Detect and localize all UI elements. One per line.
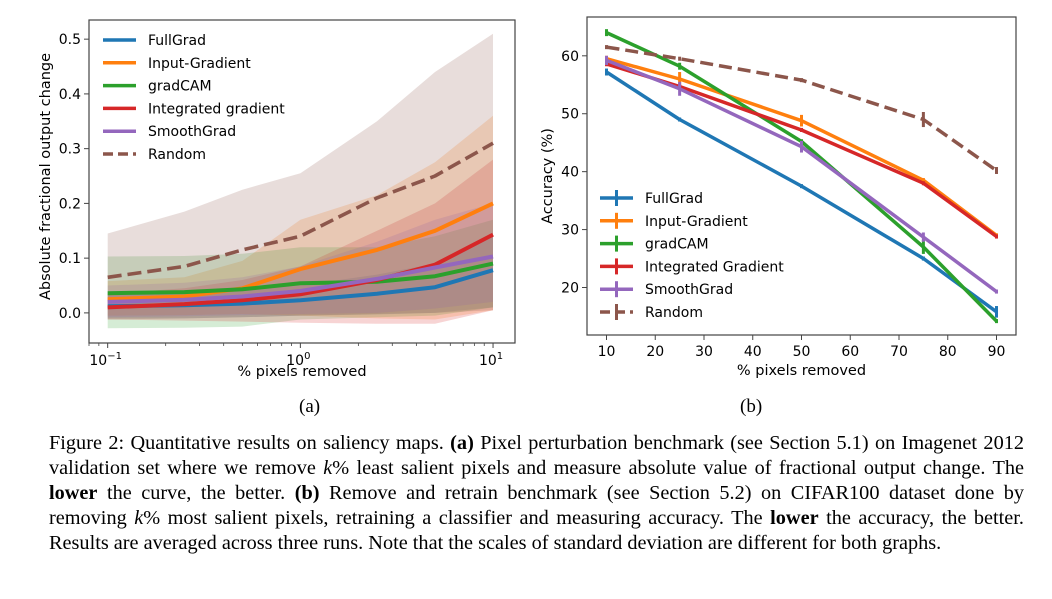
y-tick-label: 0.5: [59, 32, 81, 48]
legend-label: FullGrad: [645, 191, 703, 207]
series-line-smoothgrad: [605, 58, 998, 294]
series-line-random: [107, 141, 494, 280]
legend-label: gradCAM: [148, 79, 212, 95]
x-tick-label: 10−1: [89, 351, 122, 369]
tick-exponent: 1: [497, 351, 503, 362]
legend-label: SmoothGrad: [645, 282, 733, 298]
x-tick-label: 101: [479, 351, 503, 369]
x-tick-label: 70: [890, 344, 908, 360]
series-lines: [107, 141, 494, 310]
x-tick-label: 60: [841, 344, 859, 360]
caption-variable-k: k: [134, 507, 144, 529]
caption-text: % most salient pixels, retraining a clas…: [143, 507, 771, 529]
y-tick-label: 0.2: [59, 196, 81, 212]
y-tick-label: 0.0: [59, 306, 81, 322]
series-line-smoothgrad: [107, 254, 494, 304]
tick-base: 10: [479, 353, 497, 369]
y-axis-label: Accuracy (%): [540, 128, 556, 224]
series-lines: [605, 29, 998, 324]
legend: FullGrad Input-Gradient gradCAM Integrated …: [600, 190, 784, 321]
chart-b-remove-retrain: 20 30 40 50 60 10 20 30 40 50 60 70 80 90 % pixels rem…: [540, 16, 1017, 379]
tick-exponent: 0: [304, 351, 310, 362]
figure-caption: Figure 2: Quantitative results on salien…: [49, 431, 1024, 556]
y-tick-label: 0.4: [59, 87, 81, 103]
legend-label: Integrated Gradient: [645, 259, 784, 275]
chart-a-pixel-perturbation: 0.00.10.20.30.40.510−1 100 101% pixels rem…: [38, 19, 516, 380]
std-band-smoothgrad: [107, 203, 493, 318]
caption-tag-a: (a): [450, 432, 474, 454]
tick-base: 10: [89, 353, 107, 369]
y-tick-label: 40: [561, 165, 579, 181]
std-bands: [107, 33, 493, 329]
caption-variable-k: k: [323, 457, 333, 479]
y-tick-label: 20: [561, 281, 579, 297]
x-axis-label: % pixels removed: [237, 364, 366, 380]
y-tick-label: 60: [561, 49, 579, 65]
caption-text: the curve, the better.: [97, 482, 295, 504]
y-tick-label: 50: [561, 107, 579, 123]
legend-label: Random: [148, 147, 206, 163]
caption-emphasis: lower: [49, 482, 98, 504]
y-tick-label: 0.3: [59, 142, 81, 158]
x-tick-label: 10: [598, 344, 616, 360]
legend-label: Integrated gradient: [148, 101, 285, 117]
legend-label: FullGrad: [148, 33, 206, 49]
std-band-random: [107, 33, 493, 320]
caption-text: Remove and retrain benchmark (see Sectio…: [49, 482, 1024, 529]
series-line-integrated-gradient: [107, 232, 494, 310]
caption-emphasis: lower: [770, 507, 819, 529]
subfigure-label-b: (b): [740, 396, 763, 417]
legend-label: gradCAM: [645, 237, 709, 253]
legend-label: Input-Gradient: [645, 214, 748, 230]
y-tick-label: 0.1: [59, 251, 81, 267]
x-tick-label: 40: [744, 344, 762, 360]
legend-label: Input-Gradient: [148, 56, 251, 72]
series-line-input-gradient: [107, 201, 494, 302]
caption-text: Pixel perturbation benchmark (see Sectio…: [49, 432, 1024, 479]
std-band-input-gradient: [107, 115, 493, 320]
x-tick-label: 90: [988, 344, 1006, 360]
axes-frame: [88, 19, 516, 344]
y-tick-label: 30: [561, 223, 579, 239]
legend-label: Random: [645, 305, 703, 321]
x-tick-label: 50: [793, 344, 811, 360]
subfigure-label-a: (a): [299, 396, 321, 417]
x-tick-label: 20: [646, 344, 664, 360]
tick-exponent: −1: [107, 351, 122, 362]
x-tick-label: 30: [695, 344, 713, 360]
legend-label: SmoothGrad: [148, 124, 236, 140]
caption-tag-b: (b): [294, 482, 320, 504]
caption-prefix: Figure 2: Quantitative results on salien…: [49, 432, 451, 454]
x-tick-label: 80: [939, 344, 957, 360]
tick-base: 10: [286, 353, 304, 369]
series-line-gradcam: [107, 261, 494, 296]
y-axis-label: Absolute fractional output change: [38, 53, 54, 300]
x-axis-label: % pixels removed: [737, 363, 866, 379]
figure: 0.00.10.20.30.40.510−1 100 101% pixels rem…: [38, 16, 1017, 380]
caption-text: % least salient pixels and measure absol…: [332, 457, 1024, 479]
x-tick-label: 100: [286, 351, 310, 369]
legend: FullGrad Input-Gradient gradCAM Integrated …: [103, 33, 285, 163]
caption-text: the accuracy, the better. Results are av…: [49, 507, 1024, 554]
std-band-integrated-gradient: [107, 159, 493, 324]
